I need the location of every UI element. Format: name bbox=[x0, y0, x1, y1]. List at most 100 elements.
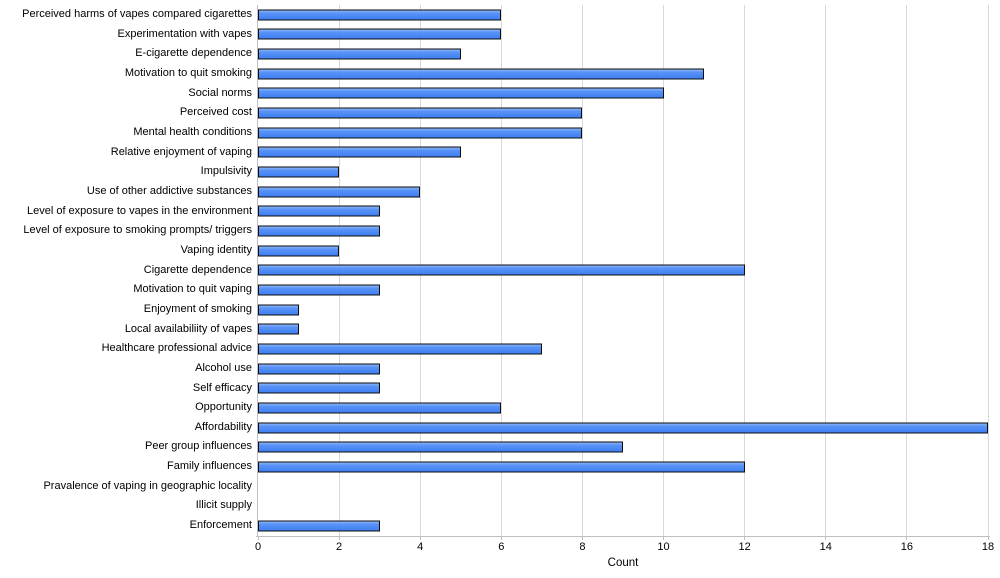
bar-track bbox=[258, 221, 988, 241]
x-tick-label: 18 bbox=[981, 541, 995, 553]
category-label: Mental health conditions bbox=[133, 125, 252, 138]
category-label: Motivation to quit vaping bbox=[133, 283, 252, 296]
bar-track bbox=[258, 378, 988, 398]
gridline-x-12 bbox=[744, 5, 746, 536]
chart-row: Cigarette dependence bbox=[0, 261, 988, 281]
chart-row: Pravalence of vaping in geographic local… bbox=[0, 477, 988, 497]
category-label: Alcohol use bbox=[195, 361, 252, 374]
x-axis: 0 2 4 6 8 10 12 14 16 18 bbox=[255, 536, 994, 553]
category-label: Healthcare professional advice bbox=[101, 342, 252, 355]
bar-track bbox=[258, 477, 988, 497]
x-tick-label: 6 bbox=[498, 541, 505, 553]
bar bbox=[258, 284, 380, 296]
bar bbox=[258, 304, 299, 316]
x-tick-mark bbox=[419, 537, 421, 540]
gridline-x-14 bbox=[825, 5, 827, 536]
bar-track bbox=[258, 25, 988, 45]
x-tick-mark bbox=[257, 537, 259, 540]
bar bbox=[258, 363, 380, 375]
bar bbox=[258, 520, 380, 532]
x-tick-mark bbox=[338, 537, 340, 540]
category-label: Enjoyment of smoking bbox=[143, 302, 252, 315]
bar-track bbox=[258, 398, 988, 418]
chart-row: Alcohol use bbox=[0, 359, 988, 379]
x-tick-mark bbox=[906, 537, 908, 540]
bar bbox=[258, 146, 461, 158]
category-label: Self efficacy bbox=[192, 381, 252, 394]
chart-row: Use of other addictive substances bbox=[0, 182, 988, 202]
bar-track bbox=[258, 280, 988, 300]
x-tick-mark bbox=[987, 537, 989, 540]
chart-row: Enforcement bbox=[0, 516, 988, 536]
x-tick-mark bbox=[744, 537, 746, 540]
chart-row: Enjoyment of smoking bbox=[0, 300, 988, 320]
bar-rows-container: Perceived harms of vapes compared cigare… bbox=[0, 5, 988, 536]
x-tick-mark bbox=[663, 537, 665, 540]
x-tick-label: 4 bbox=[417, 541, 424, 553]
bar-track bbox=[258, 339, 988, 359]
category-label: Pravalence of vaping in geographic local… bbox=[43, 479, 252, 492]
chart-row: Vaping identity bbox=[0, 241, 988, 261]
x-tick-label: 14 bbox=[819, 541, 832, 553]
bar-track bbox=[258, 457, 988, 477]
chart-row: Motivation to quit smoking bbox=[0, 64, 988, 84]
chart-row: Family influences bbox=[0, 457, 988, 477]
gridline-x-16 bbox=[906, 5, 908, 536]
category-label: Perceived cost bbox=[179, 106, 252, 119]
bar-track bbox=[258, 359, 988, 379]
bar bbox=[258, 382, 380, 394]
category-label: Impulsivity bbox=[200, 165, 252, 178]
category-label: Motivation to quit smoking bbox=[124, 67, 252, 80]
bar bbox=[258, 441, 623, 453]
bar bbox=[258, 422, 988, 434]
chart-row: Local availabiliity of vapes bbox=[0, 320, 988, 340]
category-label: Opportunity bbox=[195, 401, 252, 414]
x-axis-title: Count bbox=[607, 557, 639, 569]
category-label: Family influences bbox=[167, 460, 252, 473]
chart-row: Experimentation with vapes bbox=[0, 25, 988, 45]
x-tick-mark bbox=[500, 537, 502, 540]
bar bbox=[258, 205, 380, 217]
bar-track bbox=[258, 261, 988, 281]
bar bbox=[258, 225, 380, 237]
bar-track bbox=[258, 44, 988, 64]
bar bbox=[258, 127, 583, 139]
category-label: E-cigarette dependence bbox=[135, 47, 252, 60]
bar-track bbox=[258, 241, 988, 261]
y-axis-line bbox=[257, 5, 258, 536]
x-tick-label: 2 bbox=[336, 541, 343, 553]
bar bbox=[258, 343, 542, 355]
bar-track bbox=[258, 418, 988, 438]
x-tick-label: 8 bbox=[579, 541, 586, 553]
x-tick-label: 0 bbox=[254, 541, 262, 553]
bar bbox=[258, 402, 502, 414]
chart-row: Self efficacy bbox=[0, 378, 988, 398]
chart-row: Level of exposure to smoking prompts/ tr… bbox=[0, 221, 988, 241]
bar-track bbox=[258, 202, 988, 222]
category-label: Perceived harms of vapes compared cigare… bbox=[22, 8, 252, 21]
chart-row: Impulsivity bbox=[0, 162, 988, 182]
bar bbox=[258, 245, 340, 257]
x-tick-label: 16 bbox=[900, 541, 913, 553]
category-label: Peer group influences bbox=[144, 440, 252, 453]
category-label: Experimentation with vapes bbox=[117, 27, 252, 40]
chart-row: Healthcare professional advice bbox=[0, 339, 988, 359]
bar bbox=[258, 186, 421, 198]
bar-track bbox=[258, 162, 988, 182]
category-label: Social norms bbox=[188, 86, 252, 99]
category-label: Relative enjoyment of vaping bbox=[110, 145, 252, 158]
bar bbox=[258, 9, 502, 21]
chart-row: Peer group influences bbox=[0, 437, 988, 457]
bar-track bbox=[258, 64, 988, 84]
chart-row: Social norms bbox=[0, 84, 988, 104]
category-label: Affordability bbox=[194, 420, 252, 433]
category-label: Cigarette dependence bbox=[143, 263, 252, 276]
bar bbox=[258, 264, 745, 276]
bar-track bbox=[258, 320, 988, 340]
bar-track bbox=[258, 103, 988, 123]
bar bbox=[258, 48, 461, 60]
chart-row: E-cigarette dependence bbox=[0, 44, 988, 64]
chart-row: Opportunity bbox=[0, 398, 988, 418]
category-label: Level of exposure to vapes in the enviro… bbox=[26, 204, 252, 217]
